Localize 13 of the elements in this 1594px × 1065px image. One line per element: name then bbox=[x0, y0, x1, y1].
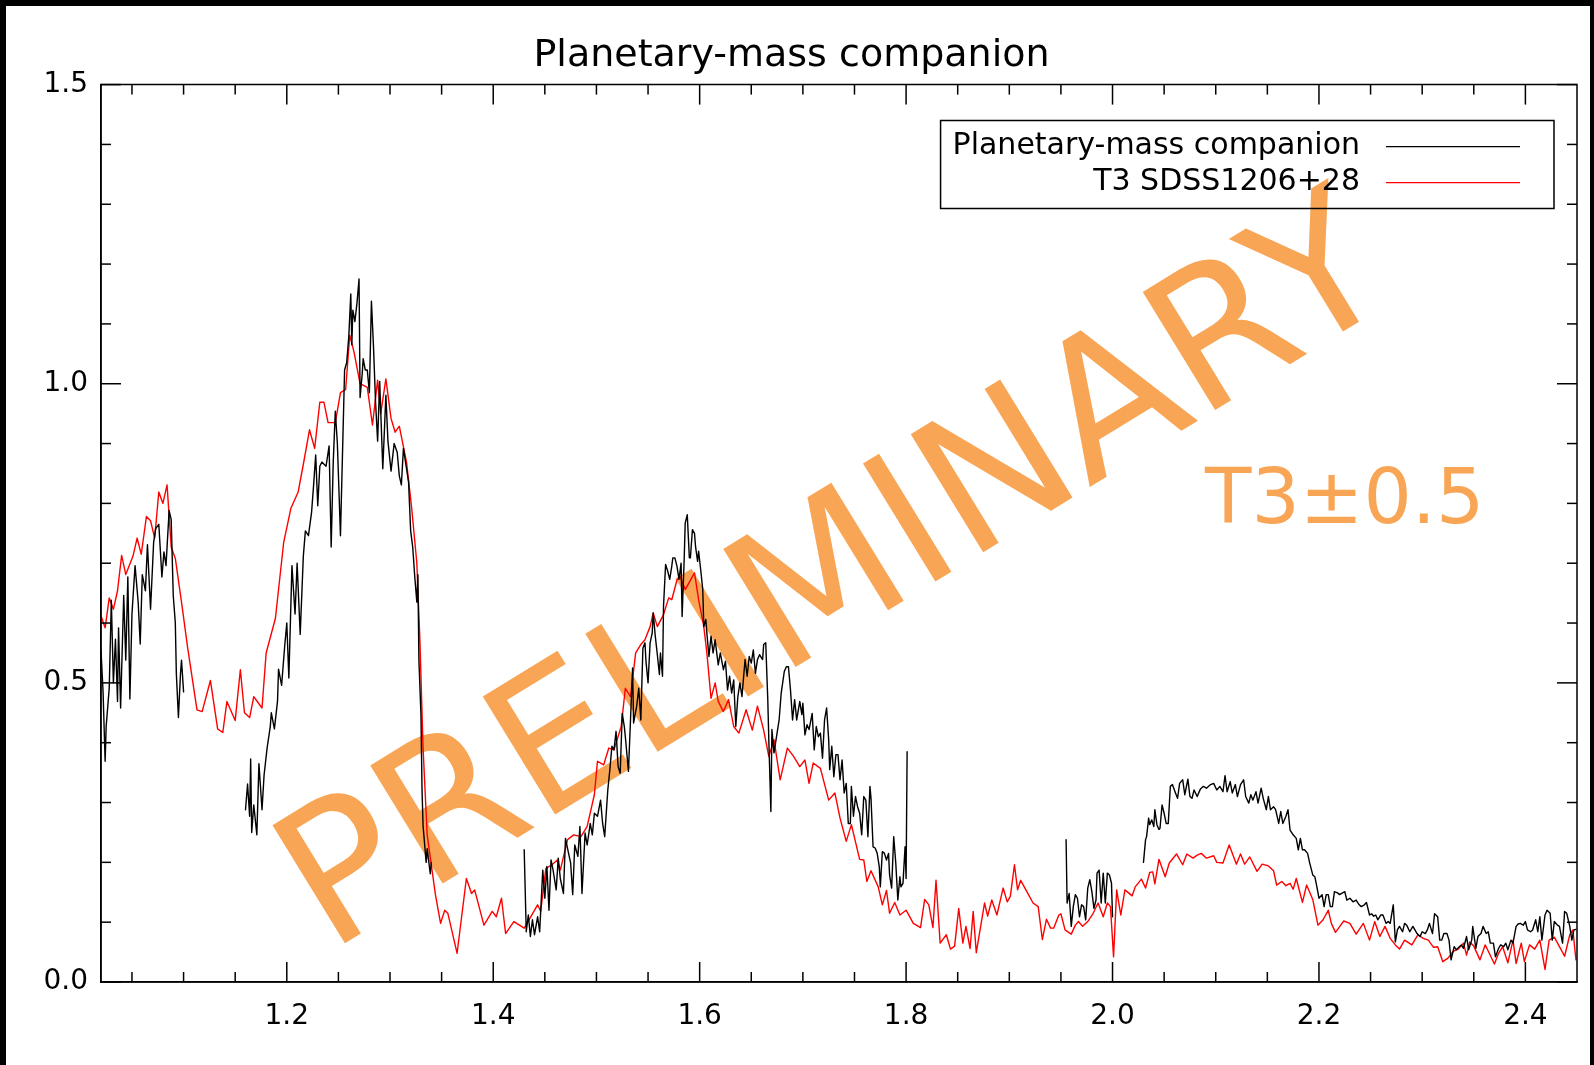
legend-label: Planetary-mass companion bbox=[952, 126, 1360, 162]
y-tick-label: 0.0 bbox=[43, 963, 88, 997]
y-tick-label: 0.5 bbox=[43, 664, 88, 698]
x-tick-label: 2.4 bbox=[1503, 998, 1548, 1032]
x-tick-label: 2.0 bbox=[1090, 998, 1135, 1032]
x-tick-label: 2.2 bbox=[1296, 998, 1342, 1032]
y-tick-label: 1.5 bbox=[43, 65, 88, 99]
x-tick-label: 1.8 bbox=[883, 998, 929, 1032]
x-tick-label: 1.4 bbox=[470, 998, 516, 1032]
x-tick-label: 1.2 bbox=[264, 998, 310, 1032]
chart-title: Planetary-mass companion bbox=[533, 30, 1050, 75]
y-tick-label: 1.0 bbox=[43, 365, 88, 399]
x-tick-label: 1.6 bbox=[677, 998, 722, 1032]
